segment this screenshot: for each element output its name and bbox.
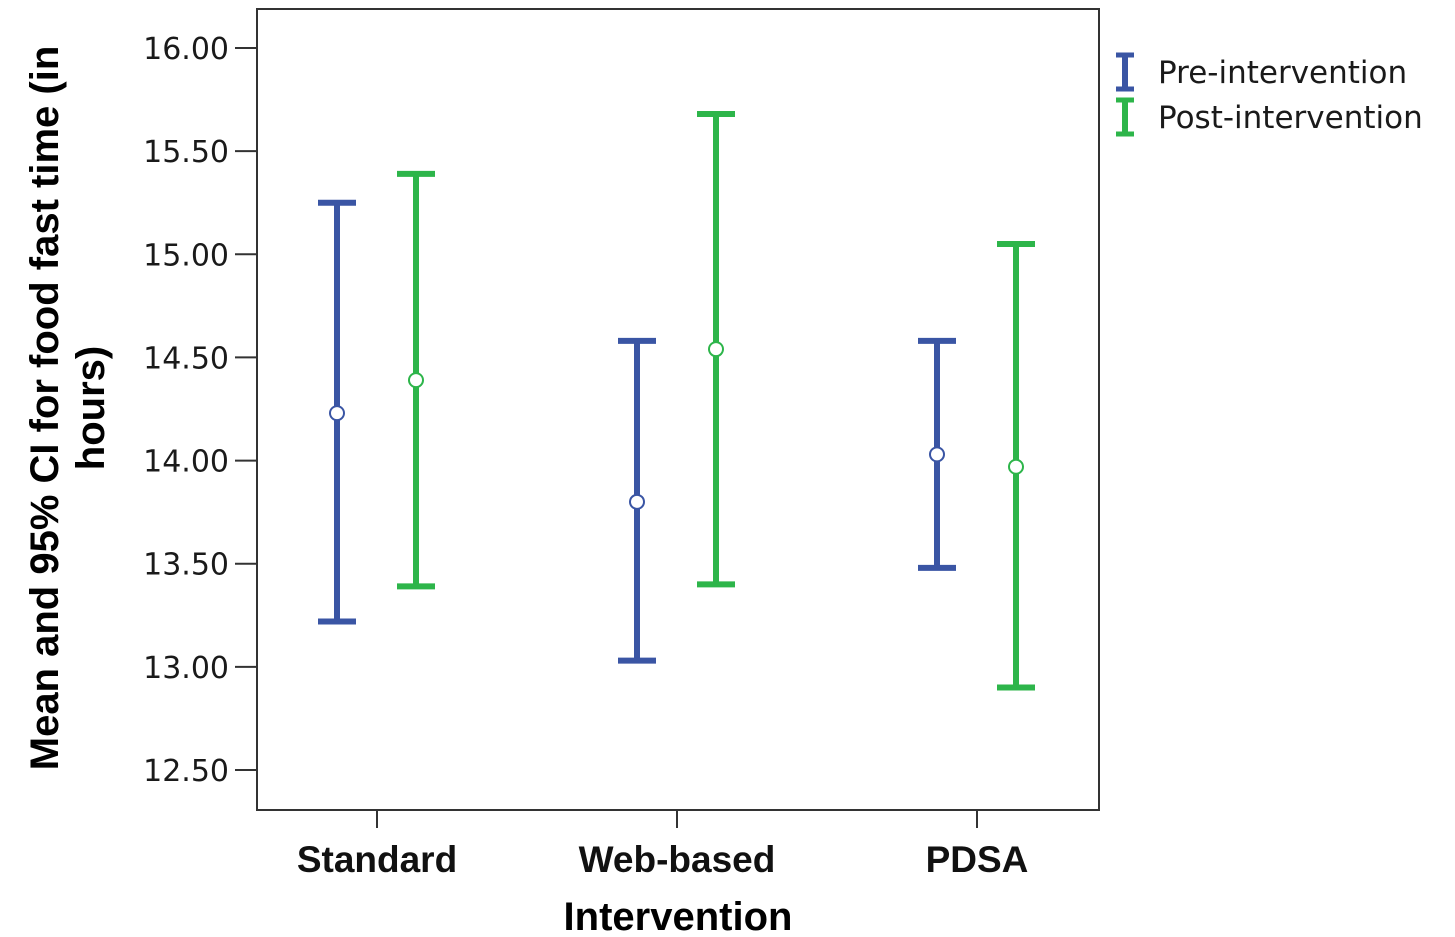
plot-area-frame: [256, 8, 1100, 811]
x-tick-label: Web-based: [579, 839, 776, 880]
series-1: [318, 199, 956, 664]
y-tick-label: 13.50: [143, 548, 229, 583]
x-tick-label: Standard: [297, 839, 457, 880]
y-tick-label: 15.00: [143, 238, 229, 273]
legend-label: Post-intervention: [1158, 100, 1423, 136]
series-layer: [318, 111, 1035, 691]
y-tick-label: 16.00: [143, 32, 229, 67]
x-axis: Standard Web-based PDSA: [297, 810, 1029, 880]
mean-marker: [708, 341, 724, 358]
y-tick-label: 12.50: [143, 754, 229, 789]
y-axis-title-line-2: hours): [69, 346, 113, 470]
mean-marker: [408, 372, 424, 389]
y-tick-label: 14.00: [143, 445, 229, 480]
series-2: [397, 111, 1035, 691]
legend: Pre-intervention Post-intervention: [1116, 52, 1423, 137]
mean-marker: [1008, 458, 1024, 475]
mean-marker: [329, 405, 345, 422]
y-tick-label: 14.50: [143, 341, 229, 376]
y-axis-title-line-1: Mean and 95% CI for food fast time (in: [23, 46, 67, 771]
legend-label: Pre-intervention: [1158, 55, 1407, 91]
x-tick-label: PDSA: [926, 839, 1029, 880]
mean-marker: [929, 446, 945, 463]
y-axis-title: Mean and 95% CI for food fast time (in h…: [23, 46, 113, 771]
x-axis-title: Intervention: [564, 895, 793, 937]
y-axis: 16.00 15.50 15.00 14.50 14.00 13.50 13.00 12.50: [143, 32, 257, 789]
mean-marker: [629, 493, 645, 510]
y-tick-label: 15.50: [143, 135, 229, 170]
y-tick-label: 13.00: [143, 651, 229, 686]
